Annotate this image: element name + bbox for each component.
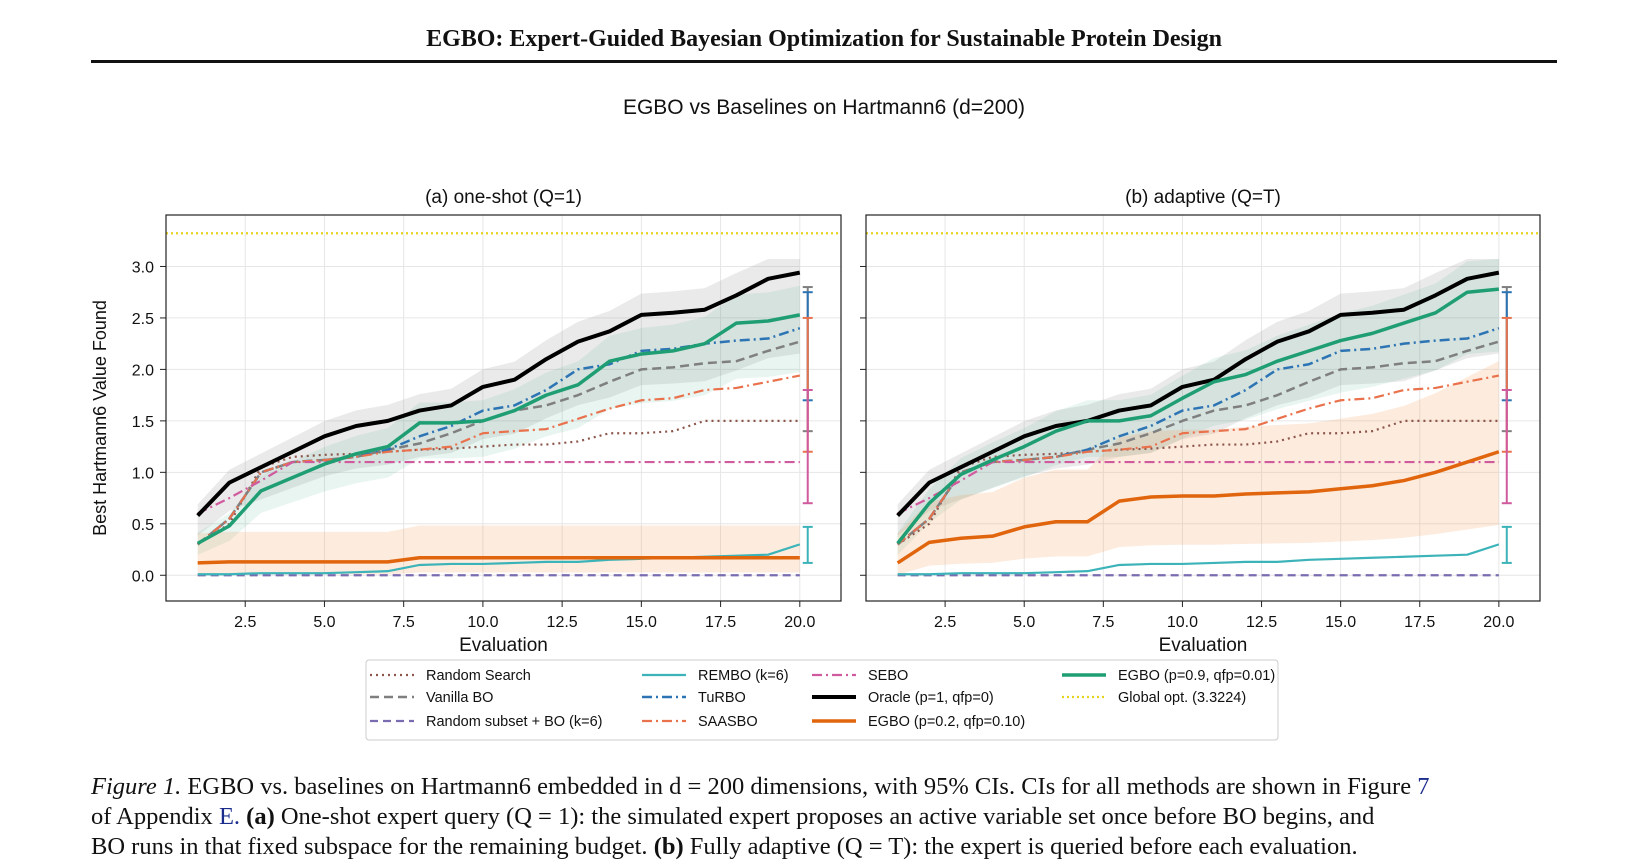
ci-band-oracle [197,259,800,536]
running-title: EGBO: Expert-Guided Bayesian Optimizatio… [426,26,1222,52]
legend-label-sebo: SEBO [868,668,908,684]
ci-band-egbo_low [197,525,800,575]
plot-frame [165,214,842,602]
caption-line-2: of Appendix E. (a) One-shot expert query… [91,802,1557,832]
figure-ref-link[interactable]: 7 [1417,773,1430,800]
caption-text-2b: One-shot expert query (Q = 1): the simul… [280,803,1375,830]
x-tick-label: 10.0 [467,614,498,631]
plot-background [166,215,841,601]
x-axis-label: Evaluation [1159,635,1248,656]
x-tick-label: 12.5 [547,614,578,631]
legend-label-oracle: Oracle (p=1, qfp=0) [868,690,994,706]
x-tick-label: 17.5 [705,614,736,631]
legend-label-rembo: REMBO (k=6) [698,668,789,684]
caption-text-3b: Fully adaptive (Q = T): the expert is qu… [689,833,1358,860]
series-line-sebo [897,460,1499,515]
x-tick-label: 15.0 [1325,614,1356,631]
series-line-egbo_low [197,556,800,565]
y-tick-label: 0.5 [132,517,154,534]
x-tick-label: 20.0 [1483,614,1514,631]
x-tick-label: 17.5 [1404,614,1435,631]
caption-figure-label: Figure 1. [91,773,182,800]
x-axis-label: Evaluation [459,635,548,656]
y-tick-label: 1.0 [132,465,154,482]
x-tick-label: 5.0 [313,614,335,631]
x-tick-label: 5.0 [1013,614,1035,631]
ci-band-oracle [897,259,1499,536]
series-line-vanilla [896,340,1500,546]
caption-line-3: BO runs in that fixed subspace for the r… [91,832,1557,862]
x-tick-label: 10.0 [1167,614,1198,631]
plot-frame [865,214,1541,602]
legend-label-random: Random Search [426,668,531,684]
legend: Random Search Vanilla BO Random subset + B… [365,659,1279,741]
series-line-saasbo [196,374,801,546]
series-line-egbo_high [896,287,1500,545]
series-line-egbo_low [896,450,1500,565]
panel-title: (b) adaptive (Q=T) [1125,187,1281,208]
x-tick-label: 15.0 [626,614,657,631]
caption-part-b-label: (b) [653,833,684,860]
figure-suptitle: EGBO vs Baselines on Hartmann6 (d=200) [623,96,1025,119]
series-line-oracle [896,270,1500,517]
chart-panel-adaptive: 2.5 5.0 7.5 10.0 12.5 15.0 17.5 20.0 (b) adaptiv… [860,187,1541,656]
x-tick-label: 7.5 [1092,614,1114,631]
y-tick-label: 2.5 [132,311,154,328]
figure-caption: Figure 1. EGBO vs. baselines on Hartmann… [91,772,1557,862]
caption-text-1: EGBO vs. baselines on Hartmann6 embedded… [187,773,1412,800]
caption-part-a-label: (a) [246,803,275,830]
x-tick-label: 2.5 [934,614,956,631]
legend-label-saasbo: SAASBO [698,714,758,730]
caption-line-1: Figure 1. EGBO vs. baselines on Hartmann… [91,772,1557,802]
legend-label-egbo_low: EGBO (p=0.2, qfp=0.10) [868,714,1025,730]
series-line-egbo_high [196,313,801,545]
legend-label-turbo: TuRBO [698,690,746,706]
y-tick-label: 3.0 [132,259,154,276]
figure-1: EGBO vs Baselines on Hartmann6 (d=200) 2… [90,96,1541,741]
chart-panel-one-shot: 2.5 5.0 7.5 10.0 12.5 15.0 17.5 20.0 0.0 0.5 1.0 1.… [90,187,842,656]
x-tick-label: 2.5 [234,614,256,631]
y-tick-label: 0.0 [132,568,154,585]
series-line-sebo [197,460,800,515]
series-line-saasbo [896,374,1500,546]
y-tick-label: 1.5 [132,414,154,431]
series-line-rembo [897,543,1500,576]
x-tick-label: 20.0 [784,614,815,631]
x-tick-label: 7.5 [393,614,415,631]
legend-label-egbo_high: EGBO (p=0.9, qfp=0.01) [1118,668,1275,684]
caption-text-3a: BO runs in that fixed subspace for the r… [91,833,648,860]
legend-frame [365,659,1279,741]
y-axis-label: Best Hartmann6 Value Found [90,300,110,536]
panel-title: (a) one-shot (Q=1) [425,187,582,208]
caption-text-2a: of Appendix [91,803,213,830]
y-tick-label: 2.0 [132,362,154,379]
legend-label-subset: Random subset + BO (k=6) [426,714,603,730]
appendix-ref-link[interactable]: E. [218,803,241,830]
series-line-random [197,419,800,546]
legend-label-vanilla: Vanilla BO [426,690,493,706]
series-line-oracle [196,270,801,517]
header-rule [91,60,1557,63]
legend-label-global: Global opt. (3.3224) [1118,690,1246,706]
x-tick-label: 12.5 [1246,614,1277,631]
